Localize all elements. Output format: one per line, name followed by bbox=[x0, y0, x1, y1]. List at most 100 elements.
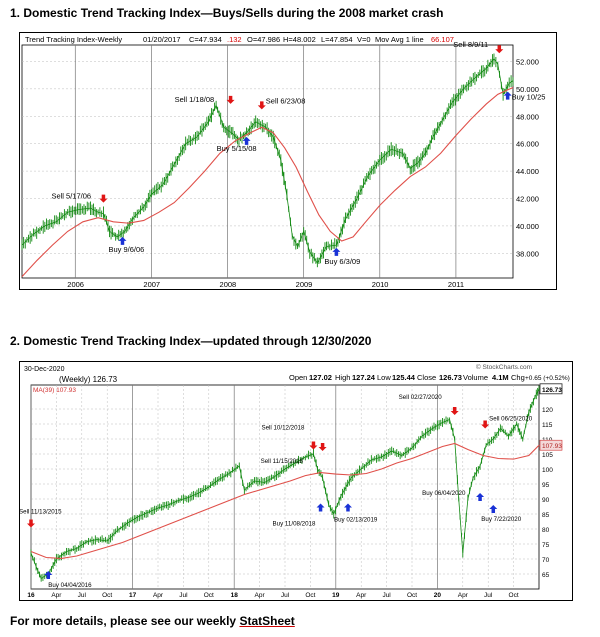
y-tick-label: 42.000 bbox=[516, 195, 539, 204]
sell-arrow-icon bbox=[27, 519, 35, 528]
signal-label: Buy 11/08/2018 bbox=[273, 521, 316, 528]
signal-label: Buy 6/3/09 bbox=[324, 257, 360, 266]
x-tick-label: 16 bbox=[27, 592, 35, 599]
x-tick-label: Oct bbox=[509, 592, 519, 599]
x-tick-label: 2010 bbox=[372, 280, 389, 289]
x-tick-label: Apr bbox=[458, 592, 469, 599]
signal-label: Buy 06/04/2020 bbox=[422, 490, 466, 497]
chart1-header-low: L=47.854 bbox=[321, 35, 353, 44]
signal-label: Sell 11/13/2015 bbox=[19, 509, 62, 516]
y-tick-label: 85 bbox=[542, 512, 550, 519]
signal-label: Buy 7/22/2020 bbox=[481, 516, 521, 523]
sell-arrow-icon bbox=[309, 441, 318, 450]
chart2-header-name: (Weekly) 126.73 bbox=[59, 375, 118, 384]
signal-label: Sell 1/18/08 bbox=[175, 95, 215, 104]
chart2-tick-labels: 6570758085909510010511011512016AprJulOct… bbox=[27, 407, 553, 599]
x-tick-label: Apr bbox=[153, 592, 164, 599]
y-tick-label: 90 bbox=[542, 497, 550, 504]
footer-text: For more details, please see our weekly bbox=[10, 614, 240, 628]
signal-label: Buy 10/25 bbox=[512, 93, 546, 102]
sell-signal: Sell 10/12/2018 bbox=[261, 425, 318, 450]
y-tick-label: 46.000 bbox=[516, 140, 539, 149]
buy-arrow-icon bbox=[476, 493, 485, 501]
x-tick-label: Jul bbox=[179, 592, 188, 599]
last-price-tag bbox=[539, 383, 563, 395]
chart1-header-name: Trend Tracking Index-Weekly bbox=[25, 35, 122, 44]
chart1-header-ma-value: 66.107 bbox=[431, 35, 454, 44]
y-tick-label: 65 bbox=[542, 572, 550, 579]
last-ma-value: 107.93 bbox=[542, 443, 562, 450]
signal-label: Sell 6/23/08 bbox=[266, 96, 306, 105]
buy-arrow-icon bbox=[503, 91, 512, 100]
x-tick-label: 2006 bbox=[67, 280, 84, 289]
chart2-header-ma: MA(39) 107.93 bbox=[33, 387, 76, 394]
buy-arrow-icon bbox=[118, 236, 127, 245]
x-tick-label: Oct bbox=[305, 592, 315, 599]
last-ma-tag bbox=[539, 439, 563, 451]
chart1-header-high: H=48.002 bbox=[283, 35, 316, 44]
sell-signal: Sell 1/18/08 bbox=[175, 95, 235, 104]
sell-signal: Sell 5/17/06 bbox=[51, 192, 108, 203]
x-tick-label: 2009 bbox=[296, 280, 313, 289]
x-tick-label: Oct bbox=[102, 592, 112, 599]
y-tick-label: 115 bbox=[542, 422, 553, 429]
moving-average-line bbox=[30, 442, 540, 559]
x-tick-label: Jul bbox=[382, 592, 391, 599]
x-tick-label: Oct bbox=[204, 592, 214, 599]
x-tick-label: Jul bbox=[484, 592, 493, 599]
x-tick-label: Apr bbox=[356, 592, 367, 599]
y-tick-label: 70 bbox=[542, 557, 550, 564]
chart1-header-ma-label: Mov Avg 1 line bbox=[375, 35, 424, 44]
moving-average-line bbox=[21, 86, 514, 278]
buy-signal: Buy 04/04/2016 bbox=[44, 571, 92, 589]
y-tick-label: 75 bbox=[542, 542, 550, 549]
sell-signal: Sell 02/27/2020 bbox=[399, 394, 459, 415]
chart1-heading: 1. Domestic Trend Tracking Index—Buys/Se… bbox=[10, 6, 444, 20]
chart2-open-label: Open bbox=[289, 373, 307, 382]
signal-label: Sell 5/17/06 bbox=[51, 192, 91, 201]
sell-signal: Sell 6/23/08 bbox=[257, 96, 306, 110]
chart2-low-label: Low bbox=[377, 373, 391, 382]
y-tick-label: 52.000 bbox=[516, 57, 539, 66]
chart1-tick-labels: 38.000 40.000 42.000 44.000 46.000 48.000 50.0… bbox=[67, 57, 539, 289]
x-tick-label: 19 bbox=[332, 592, 340, 599]
chart2-open-value: 127.02 bbox=[309, 373, 332, 382]
last-price-value: 126.73 bbox=[542, 387, 562, 394]
signal-label: Sell 02/27/2020 bbox=[399, 394, 443, 401]
chart1-header-volume: V=0 bbox=[357, 35, 371, 44]
sell-arrow-icon bbox=[226, 95, 235, 104]
sell-arrow-icon bbox=[99, 194, 108, 203]
chart1-header-change: .132 bbox=[227, 35, 242, 44]
buy-arrow-icon bbox=[343, 503, 352, 512]
chart2-close-label: Close bbox=[417, 373, 436, 382]
chart1-series bbox=[21, 53, 514, 278]
chart2-series bbox=[30, 385, 540, 582]
y-tick-label: 38.000 bbox=[516, 249, 539, 258]
sell-arrow-icon bbox=[257, 101, 266, 110]
buy-signal: Buy 02/13/2019 bbox=[334, 503, 378, 524]
chart2-trend-tracking-index-2020: 30-Dec-2020 (Weekly) 126.73 MA(39) 107.9… bbox=[19, 361, 573, 601]
x-tick-label: Oct bbox=[407, 592, 417, 599]
statsheet-link[interactable]: StatSheet bbox=[239, 614, 295, 628]
buy-arrow-icon bbox=[489, 505, 498, 513]
chart2-low-value: 125.44 bbox=[392, 373, 416, 382]
chart2-header-ohlc: Open 127.02 High 127.24 Low 125.44 Close… bbox=[289, 373, 570, 382]
chart2-last-value-tags: 126.73 107.93 bbox=[539, 383, 563, 451]
y-tick-label: 120 bbox=[542, 407, 553, 414]
chart1-header-close: C=47.934 bbox=[189, 35, 222, 44]
y-tick-label: 100 bbox=[542, 467, 553, 474]
price-line bbox=[30, 388, 540, 580]
sell-signal: Sell 11/15/2018 bbox=[261, 443, 327, 465]
signal-label: Buy 9/6/06 bbox=[108, 245, 144, 254]
y-tick-label: 80 bbox=[542, 527, 550, 534]
chart2-volume-label: Volume bbox=[463, 373, 488, 382]
signal-label: Sell 06/25/2020 bbox=[489, 416, 533, 423]
signal-label: Buy 02/13/2019 bbox=[334, 517, 378, 524]
buy-arrow-icon bbox=[242, 136, 251, 145]
chart2-close-value: 126.73 bbox=[439, 373, 462, 382]
chart1-annotations: Sell 5/17/06 Buy 9/6/06 Sell 1/18/08 Buy 5/… bbox=[51, 40, 545, 266]
sell-arrow-icon bbox=[318, 443, 327, 451]
y-tick-label: 40.000 bbox=[516, 222, 539, 231]
x-tick-label: 2011 bbox=[448, 280, 464, 289]
chart2-chg-label: Chg bbox=[511, 373, 525, 382]
